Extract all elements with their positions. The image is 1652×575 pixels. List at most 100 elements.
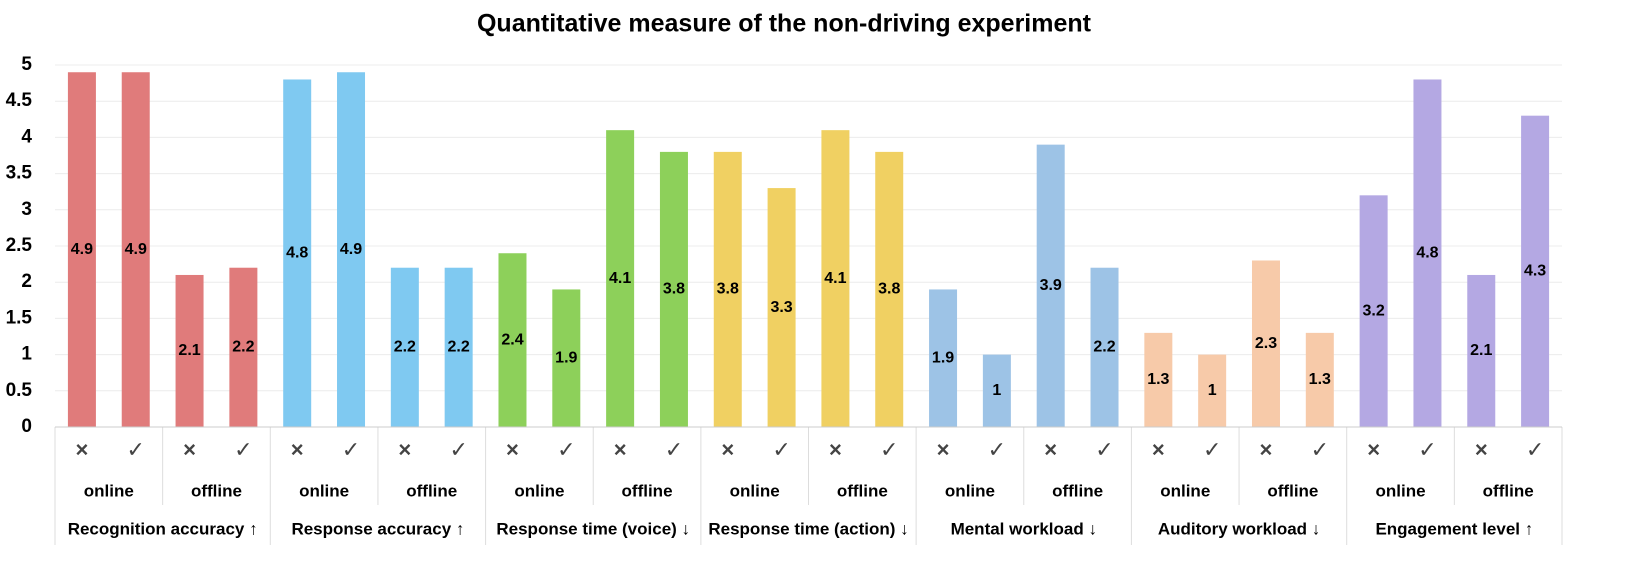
data-label: 2.1 — [1470, 342, 1492, 359]
bar — [1198, 354, 1227, 427]
x-tick-label: ✓ — [342, 437, 360, 462]
group-label: Response time (action) ↓ — [708, 519, 908, 538]
data-label: 4.9 — [71, 241, 93, 258]
bar — [1090, 267, 1119, 427]
bar — [1467, 274, 1496, 427]
data-label: 4.1 — [609, 270, 631, 287]
subgroup-label: offline — [191, 481, 242, 500]
data-label: 3.3 — [770, 299, 792, 316]
subgroup-label: offline — [1052, 481, 1103, 500]
x-tick-label: ✓ — [1311, 437, 1329, 462]
bar — [875, 151, 904, 427]
x-tick-label: ✓ — [665, 437, 683, 462]
y-tick-label: 0 — [21, 416, 32, 437]
x-tick-label: ✓ — [772, 437, 790, 462]
data-label: 2.2 — [448, 339, 470, 356]
x-tick-label: × — [75, 437, 88, 462]
subgroup-label: offline — [837, 481, 888, 500]
subgroup-label: online — [84, 481, 134, 500]
y-tick-label: 0.5 — [6, 380, 33, 401]
data-label: 1 — [992, 382, 1001, 399]
x-tick-label: × — [1152, 437, 1165, 462]
bar — [821, 130, 850, 427]
data-label: 3.2 — [1363, 302, 1385, 319]
subgroup-label: offline — [1267, 481, 1318, 500]
y-tick-label: 3 — [21, 199, 32, 220]
x-tick-label: ✓ — [127, 437, 145, 462]
x-tick-label: × — [1475, 437, 1488, 462]
x-tick-label: × — [1260, 437, 1273, 462]
bar — [1305, 332, 1334, 427]
bar — [390, 267, 419, 427]
x-tick-label: ✓ — [1095, 437, 1113, 462]
group-label: Response time (voice) ↓ — [496, 519, 690, 538]
y-tick-label: 3.5 — [6, 163, 33, 184]
bar — [1521, 115, 1550, 428]
bar — [713, 151, 742, 427]
x-tick-label: ✓ — [1203, 437, 1221, 462]
data-label: 2.2 — [1093, 339, 1115, 356]
data-label: 2.4 — [501, 331, 523, 348]
subgroup-label: online — [730, 481, 780, 500]
y-tick-label: 4 — [21, 126, 32, 147]
data-label: 3.8 — [663, 281, 685, 298]
data-label: 2.3 — [1255, 335, 1277, 352]
subgroup-label: online — [1160, 481, 1210, 500]
y-tick-label: 4.5 — [6, 90, 33, 111]
data-label: 4.3 — [1524, 263, 1546, 280]
data-label: 1.3 — [1147, 371, 1169, 388]
bar — [444, 267, 473, 427]
x-tick-label: × — [398, 437, 411, 462]
bar — [283, 79, 312, 427]
y-tick-label: 2 — [21, 271, 32, 292]
bar — [1251, 260, 1280, 427]
subgroup-label: online — [945, 481, 995, 500]
group-label: Auditory workload ↓ — [1158, 519, 1320, 538]
bar — [1413, 79, 1442, 427]
x-tick-label: × — [506, 437, 519, 462]
data-label: 4.8 — [286, 244, 308, 261]
subgroup-label: online — [1376, 481, 1426, 500]
group-label: Mental workload ↓ — [951, 519, 1097, 538]
x-tick-label: × — [614, 437, 627, 462]
x-tick-label: × — [937, 437, 950, 462]
subgroup-label: online — [299, 481, 349, 500]
bar — [175, 274, 204, 427]
x-tick-label: × — [829, 437, 842, 462]
bar — [1144, 332, 1173, 427]
group-label: Recognition accuracy ↑ — [68, 519, 258, 538]
group-label: Engagement level ↑ — [1375, 519, 1533, 538]
chart-title: Quantitative measure of the non-driving … — [477, 10, 1092, 38]
data-label: 2.2 — [232, 339, 254, 356]
subgroup-label: offline — [1483, 481, 1534, 500]
bar — [498, 253, 527, 427]
bar — [1359, 195, 1388, 427]
subgroup-label: offline — [622, 481, 673, 500]
x-tick-label: ✓ — [880, 437, 898, 462]
bar — [552, 289, 581, 427]
data-label: 1 — [1208, 382, 1217, 399]
data-label: 1.9 — [932, 349, 954, 366]
subgroup-label: online — [514, 481, 564, 500]
x-tick-label: × — [1367, 437, 1380, 462]
x-tick-label: ✓ — [557, 437, 575, 462]
y-tick-label: 2.5 — [6, 235, 33, 256]
x-tick-label: × — [291, 437, 304, 462]
x-tick-label: ✓ — [234, 437, 252, 462]
y-tick-label: 5 — [21, 54, 32, 75]
bar — [659, 151, 688, 427]
x-tick-label: ✓ — [449, 437, 467, 462]
data-label: 4.1 — [824, 270, 846, 287]
data-label: 4.9 — [340, 241, 362, 258]
data-label: 1.9 — [555, 349, 577, 366]
bar — [982, 354, 1011, 427]
bar — [929, 289, 958, 427]
data-label: 3.8 — [878, 281, 900, 298]
x-tick-label: ✓ — [1418, 437, 1436, 462]
bar — [337, 72, 366, 428]
bar — [767, 188, 796, 427]
x-tick-label: × — [183, 437, 196, 462]
data-label: 4.9 — [125, 241, 147, 258]
x-tick-label: ✓ — [1526, 437, 1544, 462]
